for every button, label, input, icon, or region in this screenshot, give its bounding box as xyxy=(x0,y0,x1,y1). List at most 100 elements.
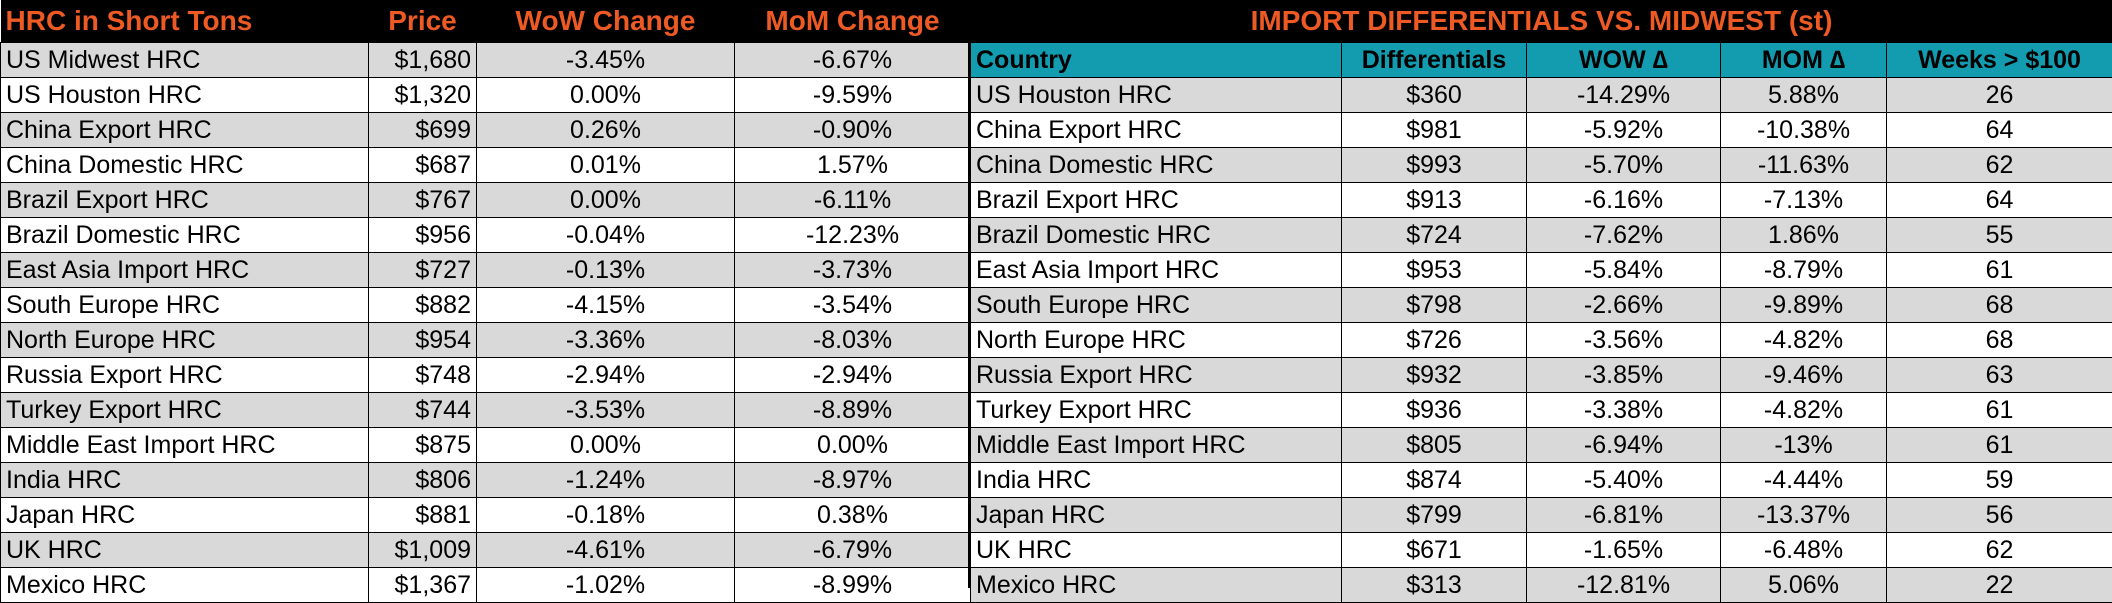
mom-delta-cell: -4.44% xyxy=(1721,463,1887,498)
mom-change-cell: 0.00% xyxy=(735,428,971,463)
weeks-over-100-cell: 64 xyxy=(1887,113,2112,148)
header-mom-change: MoM Change xyxy=(735,0,971,43)
mom-change-cell: -6.11% xyxy=(735,183,971,218)
header-hrc-short-tons: HRC in Short Tons xyxy=(1,0,369,43)
table-row: Turkey Export HRC$744-3.53%-8.89% xyxy=(1,393,971,428)
header-country: Country xyxy=(971,43,1342,78)
country-cell: South Europe HRC xyxy=(971,288,1342,323)
mom-delta-cell: -9.46% xyxy=(1721,358,1887,393)
table-row: South Europe HRC$798-2.66%-9.89%68 xyxy=(971,288,2112,323)
wow-delta-cell: -5.92% xyxy=(1527,113,1721,148)
mom-delta-cell: 5.06% xyxy=(1721,568,1887,603)
price-cell: $806 xyxy=(369,463,477,498)
weeks-over-100-cell: 26 xyxy=(1887,78,2112,113)
table-row: East Asia Import HRC$953-5.84%-8.79%61 xyxy=(971,253,2112,288)
price-cell: $881 xyxy=(369,498,477,533)
differentials-title-row: IMPORT DIFFERENTIALS VS. MIDWEST (st) xyxy=(971,0,2112,43)
wow-delta-cell: -5.84% xyxy=(1527,253,1721,288)
mom-delta-cell: -4.82% xyxy=(1721,323,1887,358)
wow-delta-cell: -5.70% xyxy=(1527,148,1721,183)
market-name-cell: China Domestic HRC xyxy=(1,148,369,183)
wow-delta-cell: -6.16% xyxy=(1527,183,1721,218)
wow-delta-cell: -6.94% xyxy=(1527,428,1721,463)
differential-cell: $981 xyxy=(1342,113,1527,148)
differential-cell: $724 xyxy=(1342,218,1527,253)
mom-change-cell: -8.97% xyxy=(735,463,971,498)
table-row: South Europe HRC$882-4.15%-3.54% xyxy=(1,288,971,323)
country-cell: North Europe HRC xyxy=(971,323,1342,358)
weeks-over-100-cell: 61 xyxy=(1887,253,2112,288)
table-row: Middle East Import HRC$805-6.94%-13%61 xyxy=(971,428,2112,463)
country-cell: Turkey Export HRC xyxy=(971,393,1342,428)
market-name-cell: India HRC xyxy=(1,463,369,498)
wow-delta-cell: -5.40% xyxy=(1527,463,1721,498)
hrc-price-table: HRC in Short Tons Price WoW Change MoM C… xyxy=(0,0,971,603)
market-name-cell: Brazil Domestic HRC xyxy=(1,218,369,253)
wow-change-cell: -2.94% xyxy=(477,358,735,393)
price-cell: $882 xyxy=(369,288,477,323)
wow-change-cell: 0.00% xyxy=(477,428,735,463)
mom-delta-cell: 5.88% xyxy=(1721,78,1887,113)
table-row: Russia Export HRC$932-3.85%-9.46%63 xyxy=(971,358,2112,393)
header-wow-delta: WOW ∆ xyxy=(1527,43,1721,78)
weeks-over-100-cell: 55 xyxy=(1887,218,2112,253)
wow-change-cell: -0.04% xyxy=(477,218,735,253)
mom-change-cell: -6.79% xyxy=(735,533,971,568)
header-differentials: Differentials xyxy=(1342,43,1527,78)
market-name-cell: US Midwest HRC xyxy=(1,43,369,78)
table-row: East Asia Import HRC$727-0.13%-3.73% xyxy=(1,253,971,288)
wow-delta-cell: -2.66% xyxy=(1527,288,1721,323)
differential-cell: $932 xyxy=(1342,358,1527,393)
wow-change-cell: -4.15% xyxy=(477,288,735,323)
price-cell: $1,367 xyxy=(369,568,477,603)
mom-change-cell: -0.90% xyxy=(735,113,971,148)
wow-change-cell: 0.00% xyxy=(477,78,735,113)
mom-delta-cell: -7.13% xyxy=(1721,183,1887,218)
country-cell: Mexico HRC xyxy=(971,568,1342,603)
market-name-cell: Turkey Export HRC xyxy=(1,393,369,428)
differential-cell: $360 xyxy=(1342,78,1527,113)
header-wow-change: WoW Change xyxy=(477,0,735,43)
wow-delta-cell: -7.62% xyxy=(1527,218,1721,253)
price-cell: $956 xyxy=(369,218,477,253)
mom-delta-cell: -13.37% xyxy=(1721,498,1887,533)
mom-delta-cell: -6.48% xyxy=(1721,533,1887,568)
table-row: North Europe HRC$726-3.56%-4.82%68 xyxy=(971,323,2112,358)
weeks-over-100-cell: 61 xyxy=(1887,428,2112,463)
market-name-cell: UK HRC xyxy=(1,533,369,568)
mom-change-cell: -3.73% xyxy=(735,253,971,288)
table-row: Brazil Domestic HRC$724-7.62%1.86%55 xyxy=(971,218,2112,253)
market-name-cell: South Europe HRC xyxy=(1,288,369,323)
wow-change-cell: 0.01% xyxy=(477,148,735,183)
mom-delta-cell: -8.79% xyxy=(1721,253,1887,288)
weeks-over-100-cell: 64 xyxy=(1887,183,2112,218)
table-row: India HRC$806-1.24%-8.97% xyxy=(1,463,971,498)
table-row: Brazil Domestic HRC$956-0.04%-12.23% xyxy=(1,218,971,253)
wow-delta-cell: -3.85% xyxy=(1527,358,1721,393)
price-cell: $1,009 xyxy=(369,533,477,568)
country-cell: UK HRC xyxy=(971,533,1342,568)
differential-cell: $671 xyxy=(1342,533,1527,568)
differential-cell: $799 xyxy=(1342,498,1527,533)
mom-change-cell: -12.23% xyxy=(735,218,971,253)
price-cell: $727 xyxy=(369,253,477,288)
mom-change-cell: -6.67% xyxy=(735,43,971,78)
table-row: Mexico HRC$1,367-1.02%-8.99% xyxy=(1,568,971,603)
differential-cell: $993 xyxy=(1342,148,1527,183)
differentials-title: IMPORT DIFFERENTIALS VS. MIDWEST (st) xyxy=(971,0,2112,43)
country-cell: China Export HRC xyxy=(971,113,1342,148)
weeks-over-100-cell: 68 xyxy=(1887,288,2112,323)
price-cell: $687 xyxy=(369,148,477,183)
wow-change-cell: -3.45% xyxy=(477,43,735,78)
weeks-over-100-cell: 62 xyxy=(1887,533,2112,568)
table-row: Mexico HRC$313-12.81%5.06%22 xyxy=(971,568,2112,603)
mom-change-cell: 1.57% xyxy=(735,148,971,183)
mom-change-cell: -9.59% xyxy=(735,78,971,113)
mom-delta-cell: -13% xyxy=(1721,428,1887,463)
country-cell: India HRC xyxy=(971,463,1342,498)
wow-delta-cell: -3.56% xyxy=(1527,323,1721,358)
